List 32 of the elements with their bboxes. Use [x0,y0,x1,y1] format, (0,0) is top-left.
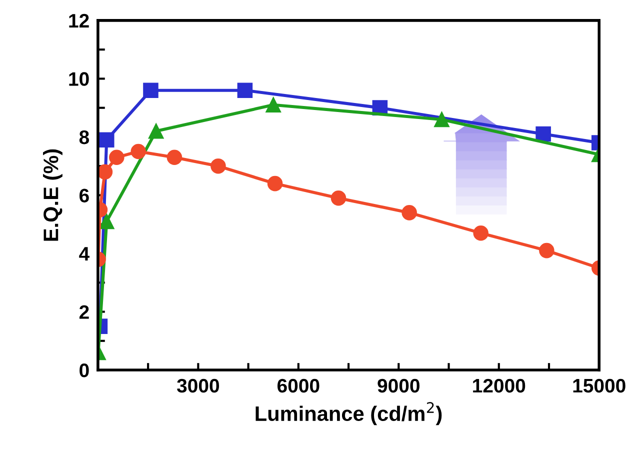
y-axis-title: E.Q.E (%) [43,149,62,241]
point [473,225,488,241]
point [109,150,124,165]
point [267,176,283,192]
x-tick-label: 9000 [378,378,420,393]
point [98,164,113,180]
y-tick-label: 6 [80,188,89,202]
point [98,132,114,148]
point [402,205,417,220]
y-tick-label: 10 [69,72,89,86]
x-tick-label: 6000 [277,378,320,393]
point [266,97,281,113]
point [210,158,226,174]
y-tick-label: 12 [69,14,89,28]
x-axis-title: Luminance (cd/m$^{2}$) [256,402,442,426]
y-tick-label: 4 [79,247,90,261]
y-tick-label: 0 [80,363,89,378]
point [130,144,146,160]
point [148,123,164,139]
x-tick-label: 12000 [473,378,526,393]
point [166,150,182,165]
point [98,214,114,230]
point [330,190,346,206]
point [536,126,551,142]
y-tick-label: 8 [79,130,90,144]
point [237,82,253,98]
point [539,242,554,258]
point [143,82,158,98]
y-tick-label: 2 [79,305,89,319]
point [434,112,450,128]
x-tick-label: 15000 [573,378,626,393]
x-tick-label: 3000 [177,378,220,393]
